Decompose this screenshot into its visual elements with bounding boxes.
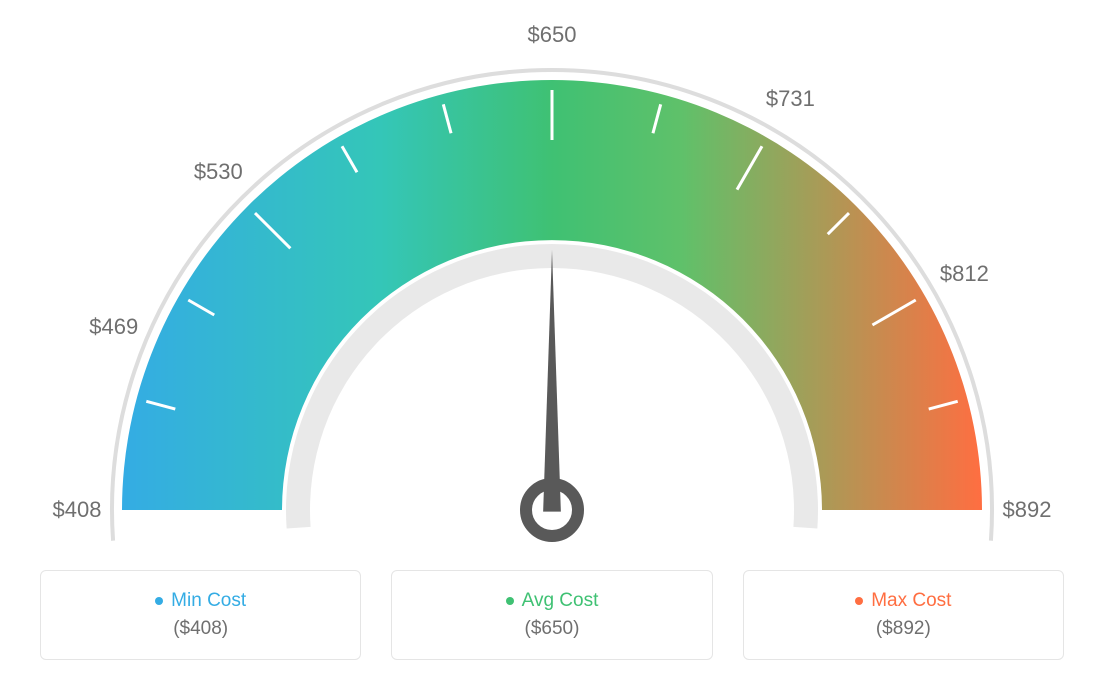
legend-row: Min Cost ($408) Avg Cost ($650) Max Cost… [40,570,1064,660]
gauge-tick-label: $469 [89,314,138,340]
legend-avg-value: ($650) [525,618,580,640]
legend-card-avg: Avg Cost ($650) [391,570,712,660]
cost-gauge-chart: $408 $469 $530 $650 $731 $812 $892 Min Cost ($… [0,0,1104,690]
gauge-tick-label: $731 [766,86,815,112]
gauge-tick-label: $650 [528,22,577,48]
gauge-tick-label: $892 [1003,497,1052,523]
legend-min-top: Min Cost [155,590,246,612]
legend-max-value: ($892) [876,618,931,640]
legend-max-dot [855,597,863,605]
legend-avg-dot [506,597,514,605]
legend-avg-label: Avg Cost [522,590,599,612]
legend-min-label: Min Cost [171,590,246,612]
gauge-tick-label: $812 [940,261,989,287]
legend-avg-top: Avg Cost [506,590,599,612]
legend-card-max: Max Cost ($892) [743,570,1064,660]
legend-min-value: ($408) [173,618,228,640]
legend-card-min: Min Cost ($408) [40,570,361,660]
legend-max-top: Max Cost [855,590,951,612]
legend-max-label: Max Cost [871,590,951,612]
legend-min-dot [155,597,163,605]
gauge-area: $408 $469 $530 $650 $731 $812 $892 [0,0,1104,560]
gauge-svg [0,0,1104,560]
gauge-tick-label: $408 [53,497,102,523]
gauge-tick-label: $530 [194,159,243,185]
